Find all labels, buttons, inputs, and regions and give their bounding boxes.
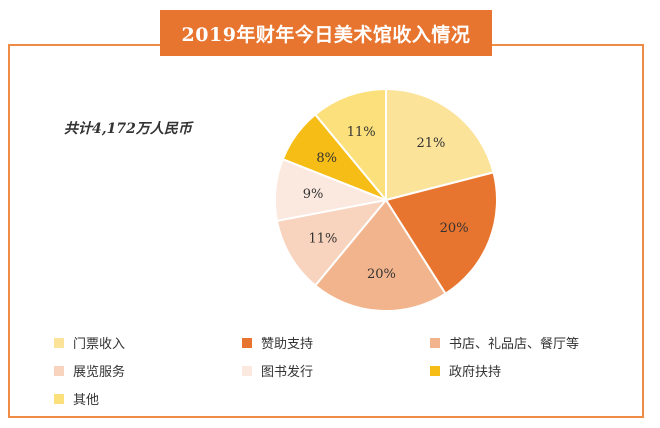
pie-slice — [385, 87, 495, 202]
slice-label: 11% — [308, 231, 337, 246]
slice-label: 20% — [440, 221, 469, 236]
slice-label: 20% — [367, 267, 396, 282]
slice-label: 9% — [303, 187, 324, 202]
pie-slice — [275, 198, 389, 287]
total-annotation: 共计4,172万人民币 — [64, 121, 192, 137]
slice-label: 11% — [347, 125, 376, 140]
chart-title-banner: 2019年财年今日美术馆收入情况 — [160, 10, 492, 56]
pie-slice — [313, 198, 447, 312]
chart-title: 2019年财年今日美术馆收入情况 — [181, 23, 471, 46]
slice-label: 8% — [316, 151, 337, 166]
pie-slice — [313, 87, 387, 203]
slice-label: 21% — [416, 136, 445, 151]
pie-slice — [384, 171, 498, 296]
